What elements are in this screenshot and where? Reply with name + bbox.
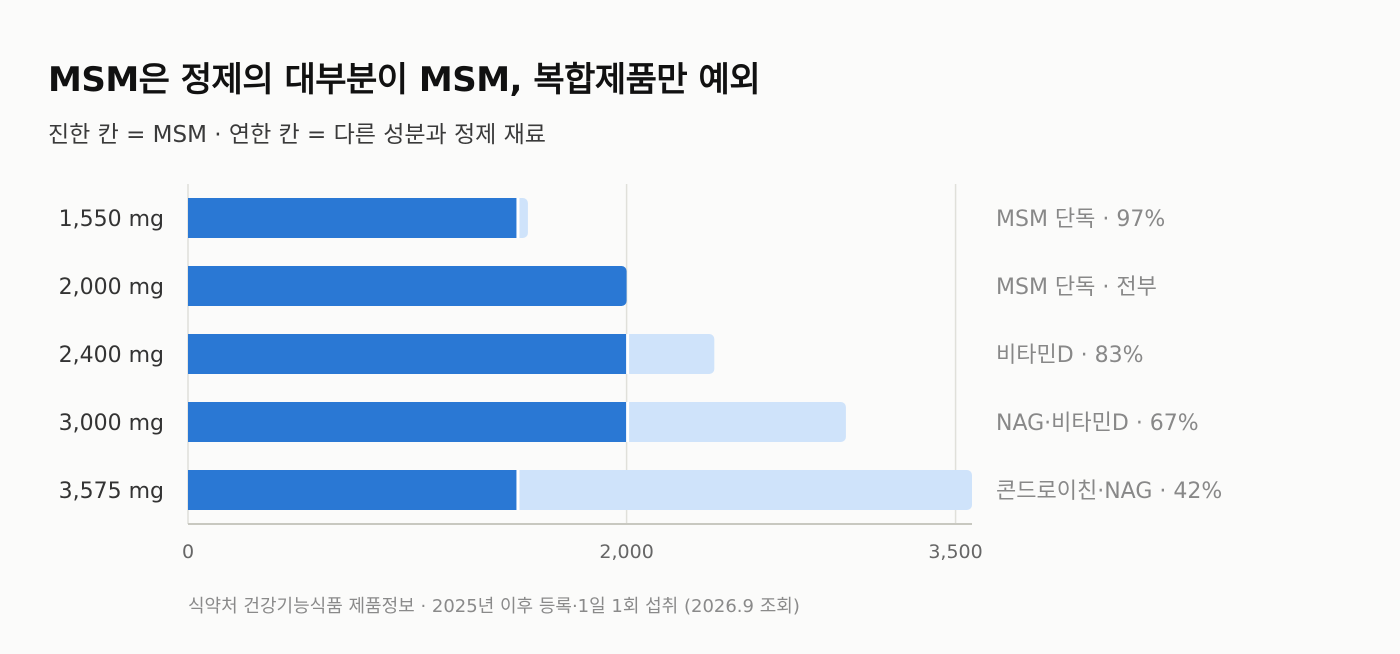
bar-annotation: 비타민D · 83% [996, 343, 1144, 368]
bar-msm-segment [188, 198, 517, 238]
category-label: 2,000 mg [59, 275, 164, 300]
bar-msm-segment [188, 470, 517, 510]
x-tick-label: 3,500 [928, 541, 982, 563]
category-label: 3,575 mg [59, 479, 164, 504]
category-label: 3,000 mg [59, 411, 164, 436]
bar-msm-segment [188, 334, 627, 374]
bar-annotation: 콘드로이친·NAG · 42% [996, 479, 1222, 504]
bar-msm-segment [188, 266, 627, 306]
chart-subtitle: 진한 칸 = MSM · 연한 칸 = 다른 성분과 정제 재료 [48, 122, 546, 148]
x-tick-label: 0 [182, 541, 194, 563]
bar-msm-segment [188, 402, 627, 442]
chart-source-note: 식약처 건강기능식품 제품정보 · 2025년 이후 등록·1일 1회 섭취 (… [188, 596, 800, 617]
bar-annotation: MSM 단독 · 전부 [996, 275, 1157, 300]
category-label: 1,550 mg [59, 207, 164, 232]
bar-annotation: MSM 단독 · 97% [996, 207, 1165, 232]
bar-msm-segment-start [188, 266, 198, 306]
chart-title: MSM은 정제의 대부분이 MSM, 복합제품만 예외 [48, 60, 761, 100]
bar-annotation: NAG·비타민D · 67% [996, 411, 1199, 436]
x-tick-label: 2,000 [599, 541, 653, 563]
category-label: 2,400 mg [59, 343, 164, 368]
